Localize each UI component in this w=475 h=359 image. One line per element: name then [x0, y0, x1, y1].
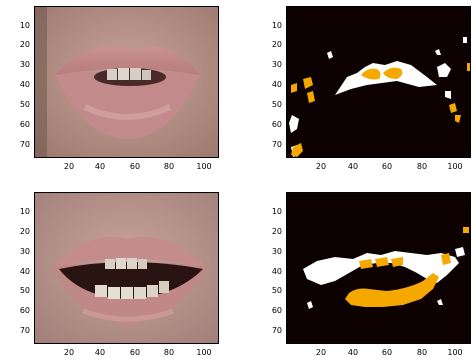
x-tick-label: 20: [63, 348, 75, 357]
x-tick-label: 20: [315, 162, 327, 171]
y-tick-label: 10: [271, 207, 282, 216]
y-tick-label: 30: [271, 60, 282, 69]
y-tick-label: 60: [271, 306, 282, 315]
x-tick-label: 40: [347, 162, 359, 171]
x-tick-label: 60: [129, 348, 141, 357]
y-tick-label: 30: [271, 247, 282, 256]
x-tick-label: 20: [315, 348, 327, 357]
x-tick-label: 40: [94, 162, 106, 171]
x-tick-label: 80: [163, 348, 175, 357]
y-tick-label: 40: [271, 267, 282, 276]
y-tick-label: 20: [19, 227, 30, 236]
y-tick-label: 40: [271, 80, 282, 89]
x-tick-label: 100: [196, 162, 212, 171]
y-tick-label: 60: [19, 306, 30, 315]
y-tick-label: 30: [19, 60, 30, 69]
y-tick-label: 20: [19, 40, 30, 49]
mouth-open-segmentation: [286, 192, 471, 344]
y-tick-label: 30: [19, 247, 30, 256]
mouth-closed-photo: [34, 6, 219, 158]
x-tick-label: 40: [94, 348, 106, 357]
y-tick-label: 50: [271, 286, 282, 295]
y-tick-label: 50: [271, 100, 282, 109]
x-tick-label: 100: [196, 348, 212, 357]
y-tick-label: 50: [19, 100, 30, 109]
x-tick-label: 20: [63, 162, 75, 171]
y-tick-label: 10: [19, 21, 30, 30]
y-tick-label: 20: [271, 227, 282, 236]
y-tick-label: 10: [271, 21, 282, 30]
y-tick-label: 10: [19, 207, 30, 216]
x-tick-label: 80: [416, 348, 428, 357]
y-tick-label: 70: [271, 326, 282, 335]
y-tick-label: 20: [271, 40, 282, 49]
y-tick-label: 70: [19, 140, 30, 149]
x-tick-label: 60: [381, 162, 393, 171]
y-tick-label: 70: [19, 326, 30, 335]
y-tick-label: 40: [19, 80, 30, 89]
y-tick-label: 40: [19, 267, 30, 276]
x-tick-label: 100: [447, 348, 463, 357]
x-tick-label: 80: [163, 162, 175, 171]
x-tick-label: 80: [416, 162, 428, 171]
x-tick-label: 100: [447, 162, 463, 171]
x-tick-label: 40: [347, 348, 359, 357]
mouth-closed-segmentation: [286, 6, 471, 158]
y-tick-label: 50: [19, 286, 30, 295]
y-tick-label: 60: [19, 120, 30, 129]
x-tick-label: 60: [381, 348, 393, 357]
mouth-open-photo: [34, 192, 219, 344]
y-tick-label: 60: [271, 120, 282, 129]
y-tick-label: 70: [271, 140, 282, 149]
x-tick-label: 60: [129, 162, 141, 171]
